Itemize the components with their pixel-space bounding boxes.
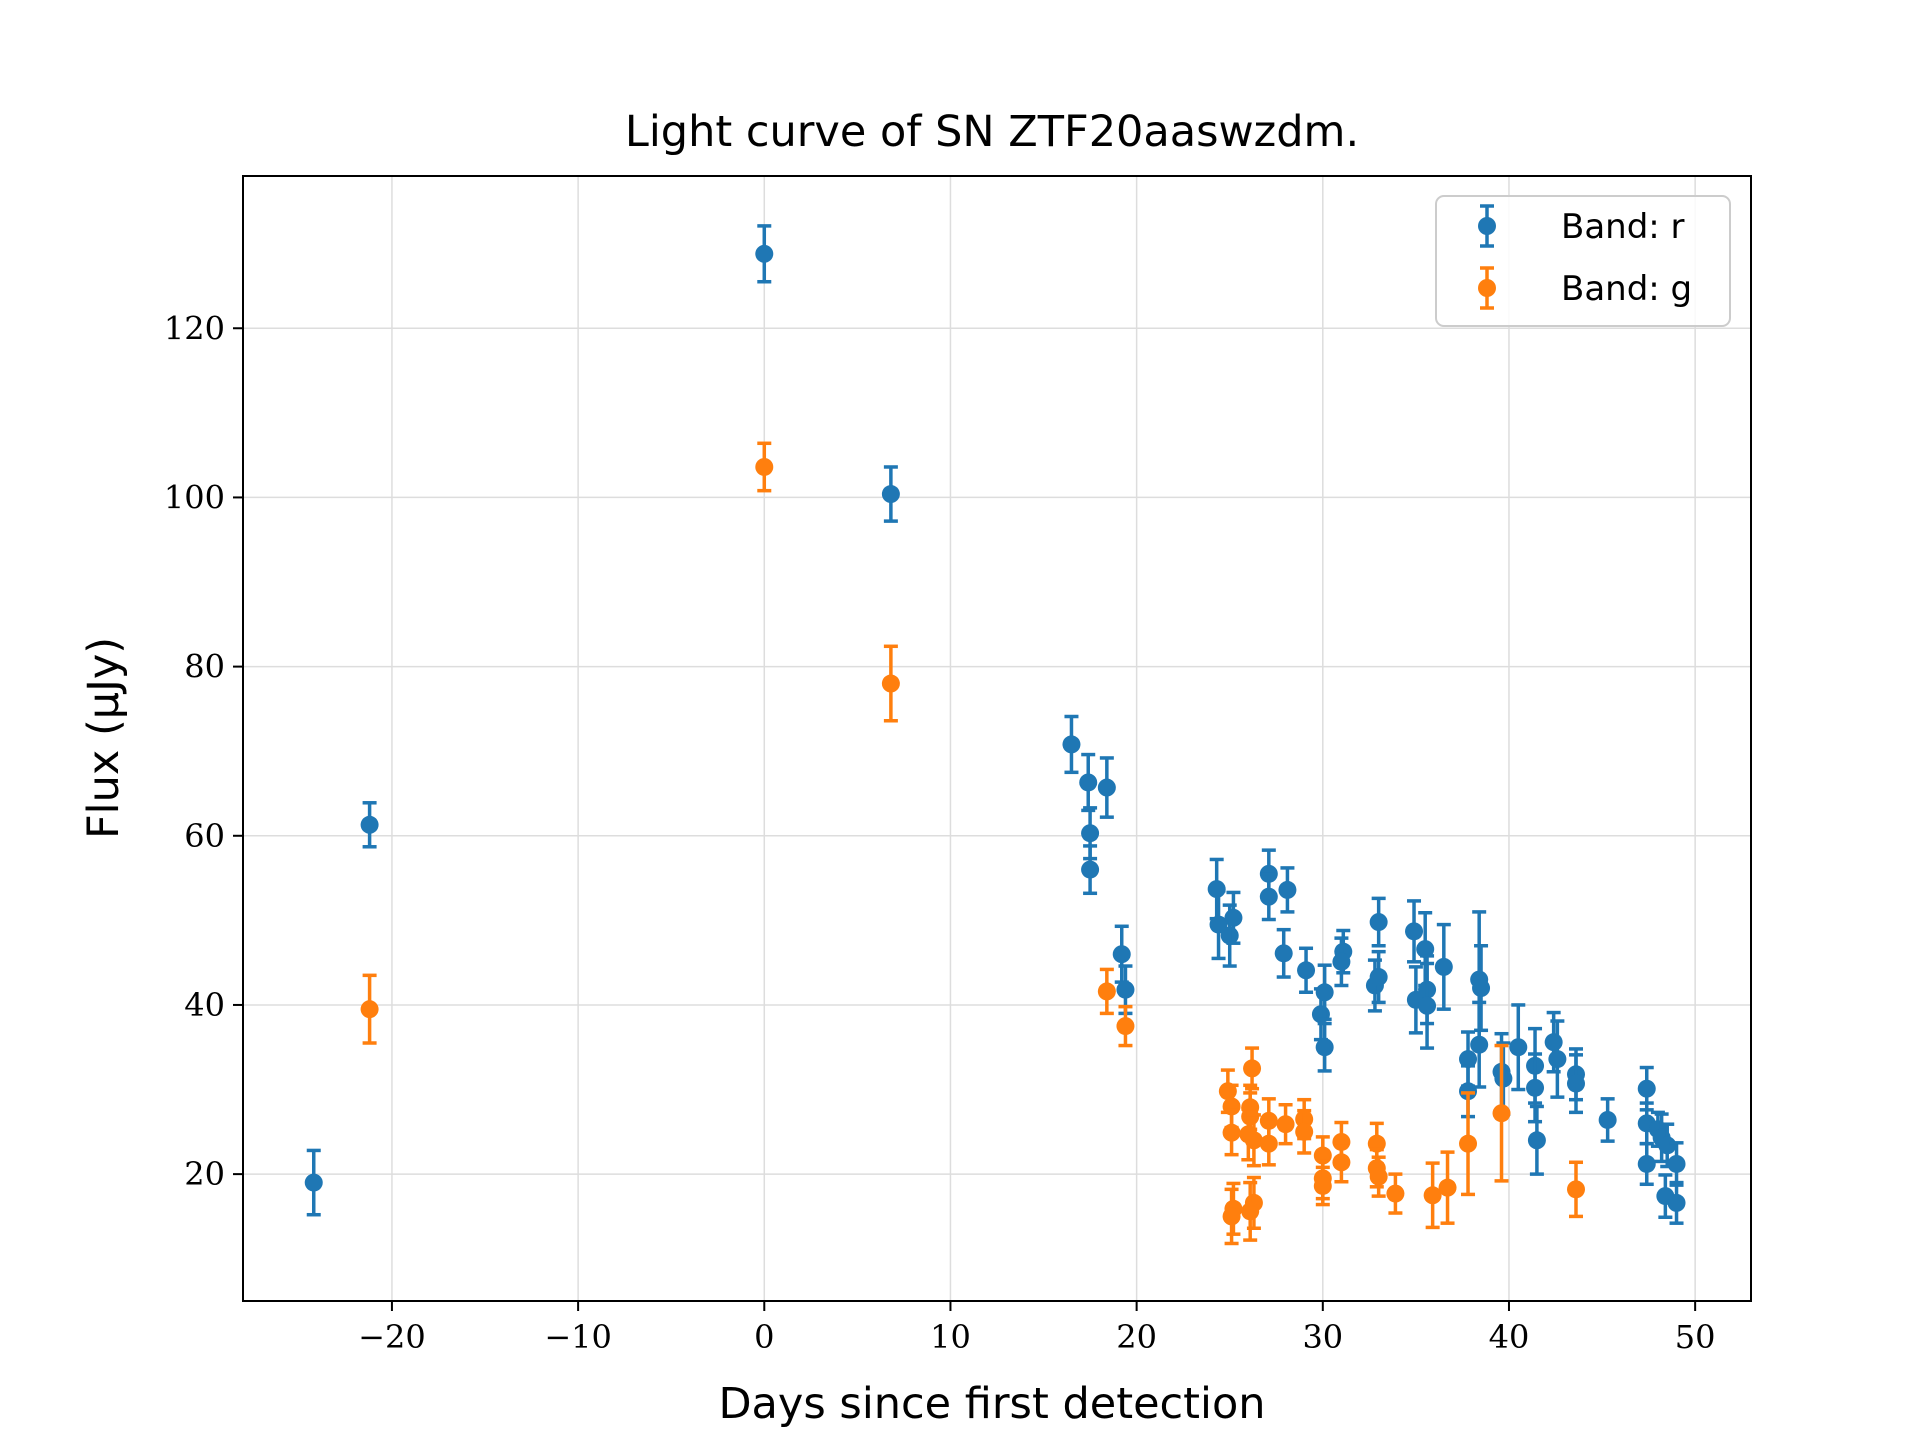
legend-label: Band: g: [1561, 269, 1692, 309]
data-point: [1405, 922, 1424, 941]
data-point: [1259, 887, 1278, 906]
data-series: [304, 224, 1686, 1246]
x-tick-label: −10: [544, 1318, 612, 1356]
x-axis-label: Days since first detection: [718, 1379, 1265, 1429]
data-point: [1492, 1104, 1511, 1123]
data-point: [1658, 1136, 1677, 1155]
legend-marker: [1478, 217, 1496, 235]
data-point: [1244, 1131, 1263, 1150]
grid-lines: [243, 176, 1751, 1301]
data-point: [1598, 1110, 1617, 1129]
data-point: [1332, 1153, 1351, 1172]
data-point: [1418, 996, 1437, 1015]
data-point: [1224, 908, 1243, 927]
data-point: [360, 815, 379, 834]
data-point: [1315, 983, 1334, 1002]
data-point: [881, 485, 900, 504]
data-point: [304, 1173, 323, 1192]
plot-frame: [242, 175, 1752, 1302]
x-tick-label: 10: [930, 1318, 971, 1356]
data-point: [1315, 1038, 1334, 1057]
data-point: [1509, 1038, 1528, 1057]
legend-marker: [1478, 279, 1496, 297]
data-point: [1566, 1074, 1585, 1093]
data-point: [1667, 1154, 1686, 1173]
data-point: [1332, 952, 1351, 971]
y-tick-label: 120: [164, 309, 225, 347]
data-point: [1278, 880, 1297, 899]
data-point: [1097, 982, 1116, 1001]
data-point: [1494, 1069, 1513, 1088]
data-point: [1566, 1180, 1585, 1199]
data-point: [1062, 735, 1081, 754]
data-point: [1313, 1176, 1332, 1195]
data-point: [881, 674, 900, 693]
y-tick-label: 80: [184, 648, 225, 686]
y-axis-ticks: 20 40 60 80 100 120: [164, 309, 243, 1193]
data-point: [1222, 1123, 1241, 1142]
data-point: [1470, 1035, 1489, 1054]
x-tick-label: 0: [754, 1318, 774, 1356]
data-point: [1386, 1184, 1405, 1203]
data-point: [1222, 1207, 1241, 1226]
x-tick-label: 20: [1116, 1318, 1157, 1356]
data-point: [1527, 1131, 1546, 1150]
data-point: [1243, 1059, 1262, 1078]
legend-label: Band: r: [1561, 207, 1685, 247]
data-point: [1276, 1115, 1295, 1134]
data-point: [1637, 1154, 1656, 1173]
data-point: [1459, 1050, 1478, 1069]
data-point: [1209, 915, 1228, 934]
data-point: [1116, 1017, 1135, 1036]
data-point: [755, 457, 774, 476]
data-point: [1116, 980, 1135, 999]
x-tick-label: 50: [1675, 1318, 1716, 1356]
data-point: [1274, 944, 1293, 963]
data-point: [1241, 1202, 1260, 1221]
data-point: [1369, 968, 1388, 987]
data-point: [1369, 1167, 1388, 1186]
data-point: [1081, 824, 1100, 843]
data-point: [1295, 1122, 1314, 1141]
data-point: [1097, 778, 1116, 797]
y-tick-label: 40: [184, 986, 225, 1024]
y-tick-label: 20: [184, 1155, 225, 1193]
data-point: [1544, 1033, 1563, 1052]
legend: Band: r Band: g: [1435, 195, 1731, 327]
data-point: [1416, 940, 1435, 959]
data-point: [1259, 1134, 1278, 1153]
data-point: [1434, 957, 1453, 976]
y-tick-label: 100: [164, 478, 225, 516]
x-tick-label: −20: [358, 1318, 426, 1356]
series-band-g: [360, 441, 1585, 1246]
data-point: [1081, 860, 1100, 879]
data-point: [1112, 945, 1131, 964]
x-axis-ticks: −20 −10 0 10 20 30 40 50: [358, 1301, 1716, 1356]
data-point: [1526, 1078, 1545, 1097]
y-axis-label: Flux (μJy): [79, 637, 129, 839]
data-point: [1313, 1146, 1332, 1165]
data-point: [1667, 1193, 1686, 1212]
data-point: [1459, 1134, 1478, 1153]
x-tick-label: 40: [1489, 1318, 1530, 1356]
chart-title: Light curve of SN ZTF20aaswzdm.: [625, 107, 1359, 157]
data-point: [1548, 1050, 1567, 1069]
x-tick-label: 30: [1302, 1318, 1343, 1356]
data-point: [1079, 773, 1098, 792]
data-point: [1637, 1079, 1656, 1098]
data-point: [1423, 1186, 1442, 1205]
data-point: [1369, 913, 1388, 932]
legend-box: [1435, 195, 1731, 327]
data-point: [360, 1000, 379, 1019]
y-tick-label: 60: [184, 817, 225, 855]
data-point: [1472, 979, 1491, 998]
data-point: [755, 244, 774, 263]
data-point: [1438, 1178, 1457, 1197]
data-point: [1297, 961, 1316, 980]
